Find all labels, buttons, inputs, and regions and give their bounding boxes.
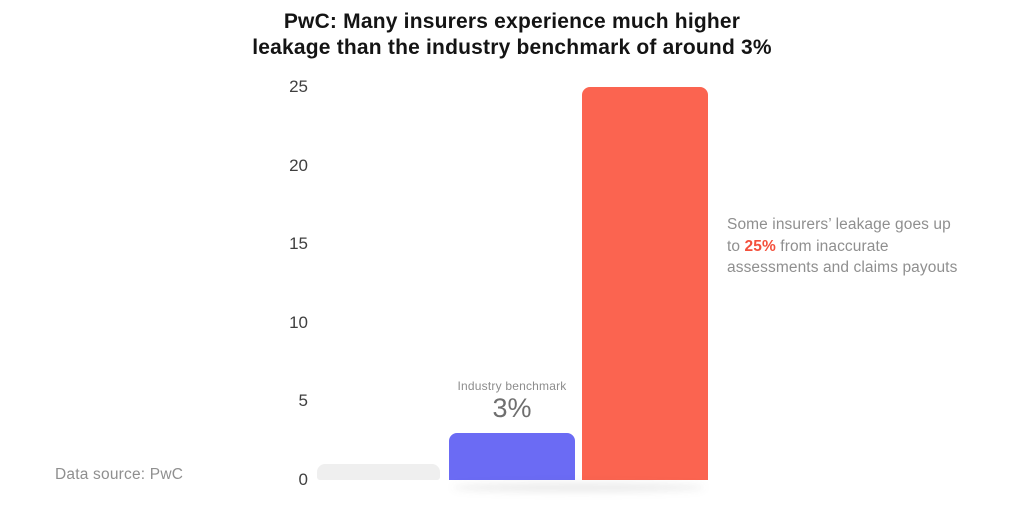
annotation-highlight-25pct: 25% xyxy=(744,237,776,255)
bar-industry-benchmark xyxy=(449,433,575,480)
chart-title-line1: PwC: Many insurers experience much highe… xyxy=(283,10,741,33)
annotation-line2-pre: to xyxy=(727,237,745,255)
annotation-line3: assessments and claims payouts xyxy=(727,259,958,276)
annotation-line1: Some insurers’ leakage goes up xyxy=(727,216,951,233)
y-axis-tick-0: 0 xyxy=(298,470,308,489)
y-axis-tick-20: 20 xyxy=(289,156,308,175)
bar-baseline xyxy=(317,464,440,480)
bar-some-insurers xyxy=(582,87,708,480)
annotation-line2-post: from inaccurate xyxy=(775,237,889,255)
benchmark-label: Industry benchmark xyxy=(457,379,567,393)
data-source: Data source: PwC xyxy=(55,466,184,483)
y-axis-tick-5: 5 xyxy=(298,391,308,410)
y-axis-tick-15: 15 xyxy=(289,234,308,253)
bar-shadow xyxy=(452,483,705,492)
benchmark-value: 3% xyxy=(492,393,532,423)
annotation-text: Some insurers’ leakage goes up to 25% fr… xyxy=(727,214,1007,279)
chart-title: PwC: Many insurers experience much highe… xyxy=(0,9,1024,61)
chart-title-line2: leakage than the industry benchmark of a… xyxy=(252,36,772,59)
benchmark-callout: Industry benchmark 3% xyxy=(412,379,612,422)
y-axis-tick-10: 10 xyxy=(289,313,308,332)
y-axis-tick-25: 25 xyxy=(289,77,308,96)
